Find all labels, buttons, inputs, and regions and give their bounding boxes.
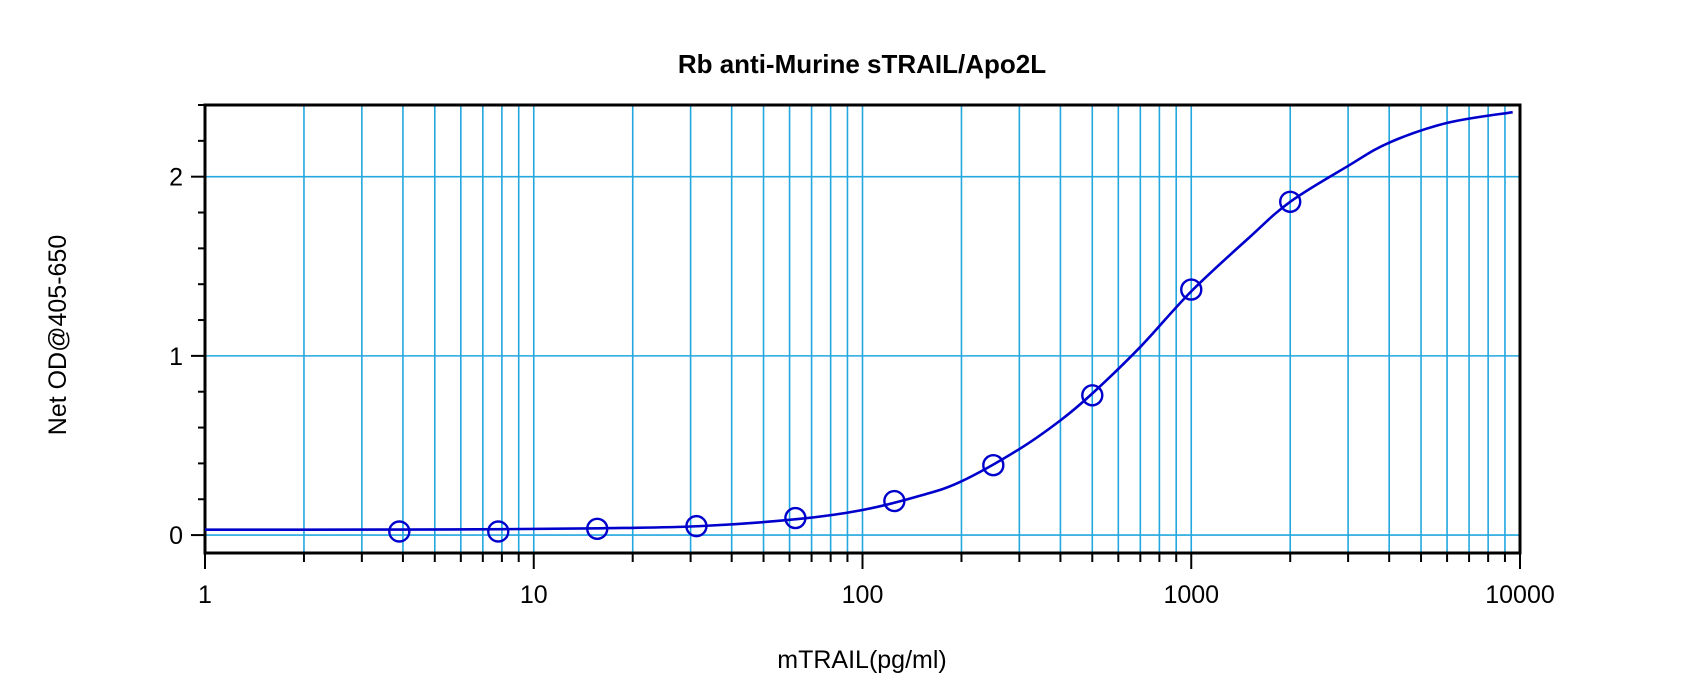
fitted-curve-layer — [204, 110, 1513, 532]
fitted-curve — [204, 110, 1513, 532]
data-point — [883, 489, 906, 513]
data-point — [982, 453, 1005, 477]
y-tick-label: 1 — [169, 343, 183, 371]
y-tick-label: 0 — [169, 522, 183, 550]
chart-title: Rb anti-Murine sTRAIL/Apo2L — [678, 49, 1046, 79]
x-axis-label: mTRAIL(pg/ml) — [777, 646, 946, 674]
x-tick-label: 10000 — [1485, 581, 1555, 609]
data-point — [1180, 278, 1203, 301]
y-tick-label: 2 — [169, 164, 183, 192]
x-tick-label: 100 — [842, 581, 884, 609]
data-point — [685, 514, 708, 538]
data-point — [487, 520, 510, 543]
x-tick-label: 1000 — [1163, 581, 1219, 609]
y-axis-label: Net OD@405-650 — [44, 235, 72, 435]
data-point — [1279, 190, 1302, 213]
data-point — [784, 506, 807, 530]
x-tick-label: 1 — [198, 581, 212, 609]
data-point — [1081, 384, 1104, 407]
tick-labels-layer: 1 10 100 1000 10000 0 1 2 — [169, 164, 1555, 609]
grid-lines — [205, 105, 1520, 553]
data-point — [388, 520, 411, 543]
data-points-layer — [388, 190, 1302, 543]
axis-ticks — [191, 104, 1521, 569]
x-tick-label: 10 — [520, 581, 548, 609]
data-point — [586, 517, 609, 541]
